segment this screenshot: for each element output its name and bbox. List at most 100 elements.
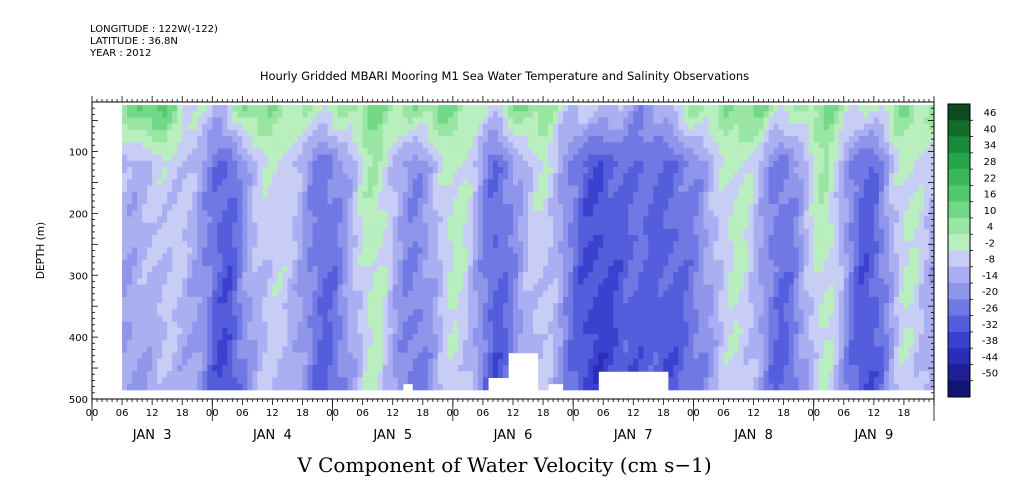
heatmap-cell — [533, 334, 539, 341]
heatmap-cell — [377, 129, 384, 137]
heatmap-cell — [237, 272, 243, 279]
heatmap-cell — [573, 148, 579, 156]
heatmap-cell — [553, 340, 559, 348]
heatmap-cell — [422, 371, 429, 378]
heatmap-cell — [513, 148, 519, 156]
heatmap-cell — [202, 265, 208, 273]
heatmap-cell — [297, 197, 304, 205]
heatmap-cell — [578, 210, 584, 218]
heatmap-cell — [548, 228, 554, 236]
heatmap-cell — [573, 296, 579, 304]
heatmap-cell — [648, 197, 654, 205]
heatmap-cell — [162, 241, 168, 249]
heatmap-cell — [192, 296, 198, 304]
heatmap-cell — [513, 272, 519, 279]
heatmap-cell — [447, 377, 454, 385]
heatmap-cell — [477, 216, 484, 224]
heatmap-cell — [598, 358, 604, 366]
heatmap-cell — [157, 173, 163, 180]
heatmap-cell — [658, 142, 664, 150]
heatmap-cell — [127, 321, 133, 329]
heatmap-cell — [608, 142, 614, 150]
heatmap-cell — [172, 296, 178, 304]
heatmap-cell — [187, 340, 193, 348]
heatmap-cell — [437, 148, 444, 156]
heatmap-cell — [312, 284, 319, 292]
heatmap-cell — [327, 129, 334, 137]
heatmap-cell — [147, 296, 153, 304]
heatmap-cell — [232, 204, 238, 211]
heatmap-cell — [367, 315, 374, 323]
heatmap-cell — [372, 253, 379, 261]
heatmap-cell — [477, 327, 484, 335]
heatmap-cell — [322, 247, 329, 255]
heatmap-cell — [558, 228, 564, 236]
heatmap-cell — [127, 377, 133, 385]
heatmap-cell — [162, 111, 168, 119]
heatmap-cell — [623, 235, 629, 242]
heatmap-cell — [347, 278, 354, 286]
heatmap-cell — [477, 241, 484, 249]
heatmap-cell — [147, 148, 153, 156]
heatmap-cell — [142, 235, 148, 242]
heatmap-cell — [658, 179, 664, 187]
heatmap-cell — [623, 272, 629, 279]
heatmap-cell — [492, 142, 499, 150]
heatmap-cell — [618, 303, 624, 310]
heatmap-cell — [588, 364, 594, 372]
heatmap-cell — [472, 228, 479, 236]
heatmap-cell — [578, 284, 584, 292]
heatmap-cell — [152, 253, 158, 261]
heatmap-cell — [142, 142, 148, 150]
heatmap-cell — [272, 185, 279, 193]
heatmap-cell — [407, 191, 414, 199]
heatmap-cell — [162, 216, 168, 224]
heatmap-cell — [653, 117, 659, 125]
heatmap-cell — [568, 228, 574, 236]
heatmap-cell — [573, 154, 579, 162]
heatmap-cell — [643, 290, 649, 298]
heatmap-cell — [282, 222, 289, 230]
heatmap-cell — [618, 346, 624, 354]
heatmap-cell — [142, 327, 148, 335]
heatmap-cell — [212, 216, 218, 224]
heatmap-cell — [502, 265, 509, 273]
heatmap-cell — [633, 111, 639, 119]
heatmap-cell — [447, 123, 454, 131]
heatmap-cell — [297, 358, 304, 366]
heatmap-cell — [357, 309, 364, 317]
heatmap-cell — [573, 216, 579, 224]
heatmap-cell — [187, 222, 193, 230]
heatmap-cell — [613, 364, 619, 372]
heatmap-cell — [507, 253, 514, 261]
heatmap-cell — [267, 296, 274, 304]
heatmap-cell — [177, 265, 183, 273]
heatmap-cell — [147, 154, 153, 162]
heatmap-cell — [322, 371, 329, 378]
heatmap-cell — [167, 197, 173, 205]
heatmap-cell — [227, 334, 233, 341]
heatmap-cell — [302, 321, 309, 329]
heatmap-cell — [402, 166, 409, 174]
heatmap-cell — [287, 136, 294, 143]
heatmap-cell — [593, 321, 599, 329]
heatmap-cell — [447, 185, 454, 193]
heatmap-cell — [137, 235, 143, 242]
heatmap-cell — [187, 148, 193, 156]
heatmap-cell — [237, 117, 243, 125]
heatmap-cell — [357, 185, 364, 193]
heatmap-cell — [588, 383, 594, 391]
heatmap-cell — [548, 315, 554, 323]
heatmap-cell — [487, 371, 494, 378]
heatmap-cell — [372, 179, 379, 187]
heatmap-cell — [267, 117, 274, 125]
heatmap-cell — [292, 235, 299, 242]
heatmap-cell — [653, 142, 659, 150]
heatmap-cell — [593, 117, 599, 125]
heatmap-cell — [342, 247, 349, 255]
heatmap-cell — [528, 228, 534, 236]
heatmap-cell — [533, 166, 539, 174]
heatmap-cell — [322, 185, 329, 193]
heatmap-cell — [337, 352, 344, 360]
heatmap-cell — [207, 265, 213, 273]
